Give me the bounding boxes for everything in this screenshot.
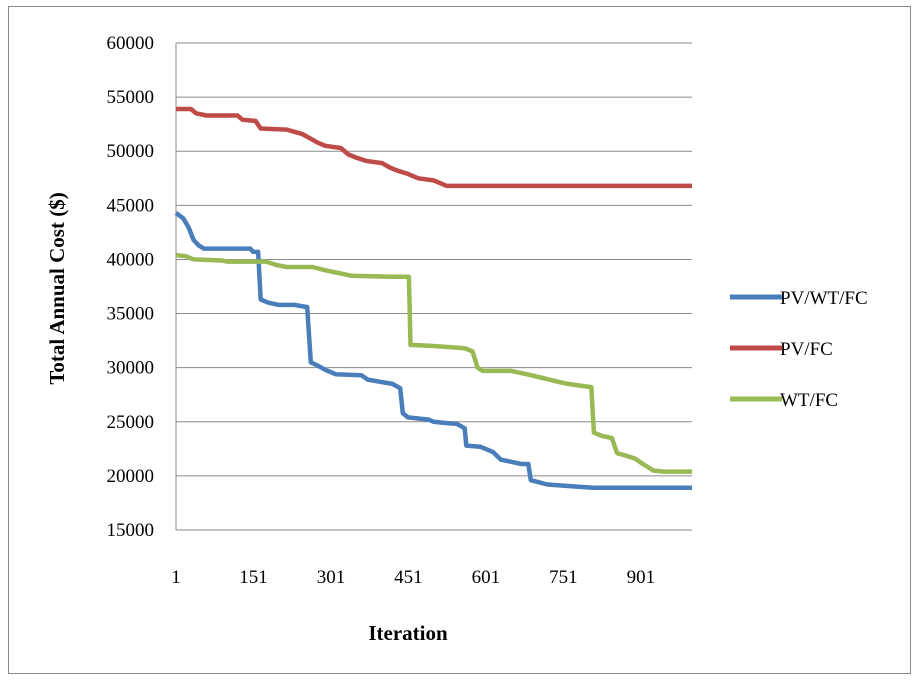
x-tick-labels: 1 151 301 451 601 751 901 — [171, 567, 655, 588]
x-tick-label: 901 — [627, 567, 656, 588]
x-tick-label: 151 — [239, 567, 268, 588]
y-tick-label: 45000 — [107, 195, 155, 216]
y-tick-label: 40000 — [107, 249, 155, 270]
x-tick-label: 301 — [317, 567, 346, 588]
x-tick-label: 601 — [472, 567, 501, 588]
x-tick-label: 1 — [171, 567, 181, 588]
y-axis-title: Total Annual Cost ($) — [45, 192, 69, 384]
y-tick-label: 30000 — [107, 358, 155, 379]
y-tick-label: 20000 — [107, 466, 155, 487]
x-axis-title: Iteration — [368, 621, 448, 645]
y-tick-label: 60000 — [107, 33, 155, 54]
legend-label: PV/FC — [780, 339, 833, 360]
y-tick-label: 25000 — [107, 412, 155, 433]
legend: PV/WT/FC PV/FC WT/FC — [730, 288, 868, 411]
y-tick-labels: 15000 20000 25000 30000 35000 40000 45000 50000… — [107, 33, 155, 541]
series-line-wt-fc — [175, 252, 692, 474]
x-tick-label: 751 — [549, 567, 578, 588]
series-line-pv-wt-fc — [174, 211, 692, 491]
y-tick-label: 15000 — [107, 520, 155, 541]
legend-label: WT/FC — [780, 390, 838, 411]
series-lines — [174, 106, 692, 491]
gridlines — [176, 42, 692, 531]
y-tick-label: 55000 — [107, 87, 155, 108]
y-tick-label: 50000 — [107, 141, 155, 162]
legend-label: PV/WT/FC — [780, 288, 868, 309]
series-line-pv-fc — [176, 106, 692, 189]
chart-frame — [8, 6, 911, 674]
y-tick-label: 35000 — [107, 304, 155, 325]
x-tick-label: 451 — [394, 567, 423, 588]
